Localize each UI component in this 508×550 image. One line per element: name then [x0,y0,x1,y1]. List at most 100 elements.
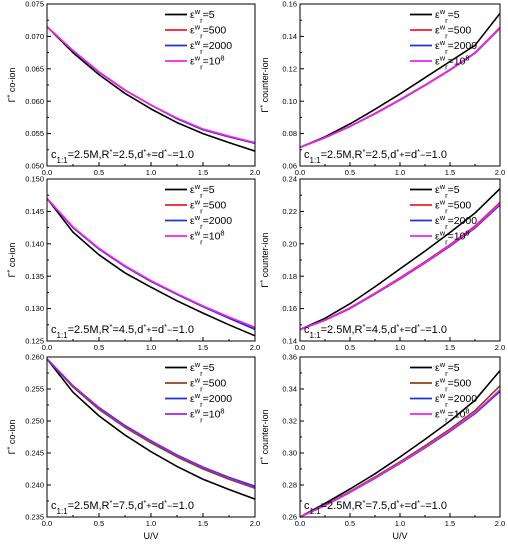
legend-label: εwr=5 [190,182,215,200]
series-line-1 [299,12,501,149]
y-tick-label: 0.30 [282,449,297,458]
y-axis-label: Γ* counter-ion [260,409,271,464]
legend-label: εwr=500 [435,22,471,40]
chart-panel-top-left: 0.0 0.5 1.0 1.5 2.0 0.050 0.055 0.060 0.065 0.070… [7,0,261,177]
x-tick-label: 0.0 [295,519,305,528]
y-tick-label: 0.150 [25,175,44,184]
legend-label: εwr=5 [435,7,460,25]
series-line-4 [46,358,256,489]
legend-label: εwr=500 [190,197,226,215]
x-tick-label: 1.0 [146,519,156,528]
legend-label: εwr=500 [190,22,226,40]
x-tick-label: 1.0 [146,168,156,177]
legend-label: εwr=2000 [190,391,232,409]
series-line-4 [299,389,501,518]
y-tick-label: 0.250 [25,417,44,426]
x-tick-label: 0.0 [295,168,305,177]
legend-label: εwr=5 [190,360,215,378]
x-tick-label: 0.0 [42,343,52,352]
legend-label: εwr=2000 [435,213,477,231]
legend-label: εwr=108 [190,228,225,246]
y-axis-label: Γ* co-ion [7,420,18,455]
x-tick-label: 0.5 [94,168,104,177]
y-tick-label: 0.145 [25,207,44,216]
series-line-4 [299,203,501,331]
x-tick-label: 0.0 [42,519,52,528]
series-line-1 [46,358,256,500]
y-tick-label: 0.08 [282,129,297,138]
y-tick-label: 0.255 [25,385,44,394]
y-tick-label: 0.260 [25,353,44,362]
y-tick-label: 0.050 [25,162,44,171]
chart-panel-bottom-left: 0.0 0.5 1.0 1.5 2.0 0.235 0.240 0.245 0.250 0.255… [7,353,261,541]
legend-label: εwr=500 [435,375,471,393]
x-tick-label: 1.5 [445,168,455,177]
y-tick-label: 0.16 [282,304,297,313]
y-tick-label: 0.10 [282,97,297,106]
x-tick-label: 2.0 [495,168,505,177]
y-tick-label: 0.130 [25,304,44,313]
y-tick-label: 0.18 [282,272,297,281]
y-tick-label: 0.075 [25,0,44,9]
legend-label: εwr=5 [435,360,460,378]
chart-panel-bottom-right: 0.0 0.5 1.0 1.5 2.0 0.26 0.28 0.30 0.32 0.34 0.36 Γ… [260,353,506,541]
y-tick-label: 0.235 [25,513,44,522]
x-tick-label: 2.0 [250,343,260,352]
legend-label: εwr=2000 [190,38,232,56]
x-tick-label: 1.0 [395,519,405,528]
legend-label: εwr=2000 [435,38,477,56]
legend-label: εwr=108 [190,53,225,71]
series-line-4 [299,27,501,149]
annotation-text: c1:1=2.5M,R*=4.5,d*+=d*−=1.0 [51,322,194,340]
series-line-2 [299,385,501,518]
y-tick-label: 0.32 [282,417,297,426]
series-line-1 [299,188,501,331]
x-tick-label: 0.0 [295,343,305,352]
x-tick-label: 1.5 [445,343,455,352]
y-tick-label: 0.060 [25,97,44,106]
y-tick-label: 0.24 [282,175,297,184]
annotation-text: c1:1=2.5M,R*=7.5,d*+=d*−=1.0 [51,498,194,516]
x-tick-label: 0.5 [345,519,355,528]
x-tick-label: 0.5 [345,168,355,177]
annotation-text: c1:1=2.5M,R*=4.5,d*+=d*−=1.0 [304,322,447,340]
legend-label: εwr=108 [435,228,470,246]
x-tick-label: 0.5 [345,343,355,352]
y-tick-label: 0.055 [25,129,44,138]
x-tick-label: 1.5 [198,168,208,177]
chart-panel-middle-right: 0.0 0.5 1.0 1.5 2.0 0.14 0.16 0.18 0.20 0.22 0.24 Γ… [260,175,506,352]
y-tick-label: 0.12 [282,64,297,73]
y-tick-label: 0.245 [25,449,44,458]
chart-panel-top-right: 0.0 0.5 1.0 1.5 2.0 0.06 0.08 0.10 0.12 0.14 0.16 Γ… [260,0,506,177]
series-line-4 [46,197,256,329]
chart-panel-middle-left: 0.0 0.5 1.0 1.5 2.0 0.125 0.130 0.135 0.140 0.145… [7,175,261,352]
y-tick-label: 0.14 [282,32,297,41]
legend-label: εwr=500 [435,197,471,215]
legend-label: εwr=108 [190,406,225,424]
y-tick-label: 0.06 [282,162,297,171]
y-axis-label: Γ* counter-ion [260,57,271,112]
series-line-1 [299,370,501,518]
y-tick-label: 0.065 [25,64,44,73]
series-line-1 [46,197,256,337]
legend-label: εwr=5 [435,182,460,200]
x-tick-label: 1.5 [198,343,208,352]
x-axis-label: U/V [392,531,407,541]
x-tick-label: 2.0 [250,168,260,177]
x-tick-label: 2.0 [495,519,505,528]
x-tick-label: 0.5 [94,519,104,528]
x-tick-label: 0.5 [94,343,104,352]
x-tick-label: 0.0 [42,168,52,177]
series-line-4 [46,26,256,144]
legend-label: εwr=500 [190,375,226,393]
series-line-1 [46,26,256,152]
y-tick-label: 0.20 [282,239,297,248]
x-tick-label: 1.0 [395,168,405,177]
y-tick-label: 0.14 [282,337,297,346]
